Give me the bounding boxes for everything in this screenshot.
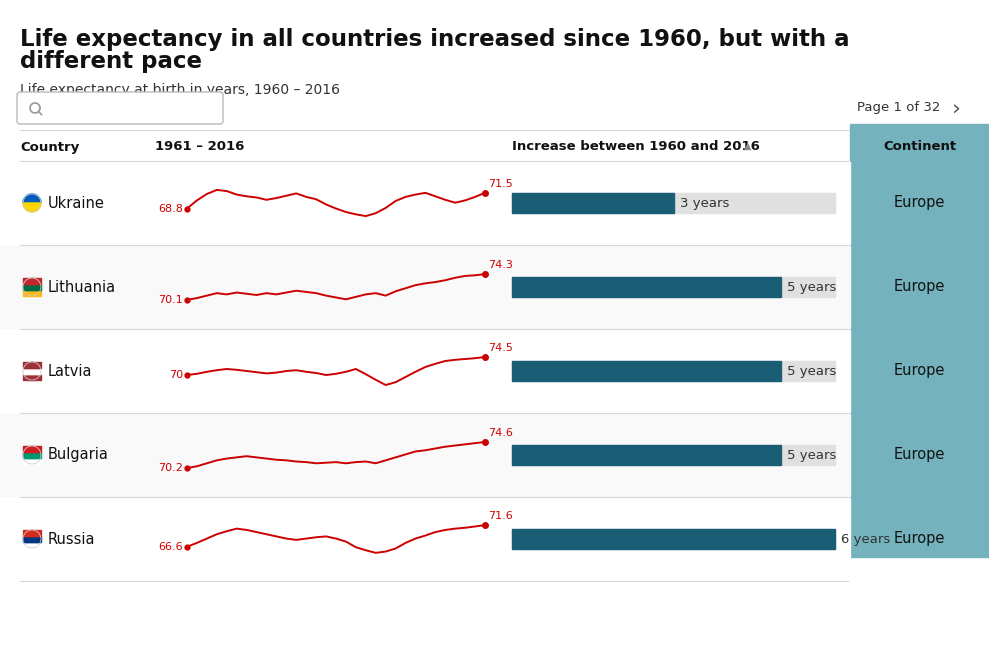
Bar [512,361,835,381]
Text: 74.5: 74.5 [488,343,513,353]
Text: Lithuania: Lithuania [48,279,116,294]
Text: 1961 – 2016: 1961 – 2016 [155,141,244,154]
Bar [512,445,835,465]
Text: Page 1 of 32: Page 1 of 32 [856,102,940,115]
Bar [850,124,989,557]
Text: 5 years: 5 years [787,365,837,378]
Text: Europe: Europe [894,279,945,294]
Bar [512,193,835,213]
Text: Life expectancy at birth in years, 1960 – 2016: Life expectancy at birth in years, 1960 … [20,83,340,97]
Text: Search in table: Search in table [48,102,142,115]
Text: Ukraine: Ukraine [48,195,105,210]
Text: Life expectancy in all countries increased since 1960, but with a: Life expectancy in all countries increas… [20,28,850,51]
Text: Europe: Europe [894,363,945,378]
Bar [512,529,835,549]
Bar [512,193,674,213]
Text: Bulgaria: Bulgaria [48,447,109,462]
Text: 70: 70 [169,370,183,380]
Text: 70.2: 70.2 [158,463,183,473]
Text: ›: › [952,98,961,118]
Text: different pace: different pace [20,50,202,73]
Text: Europe: Europe [894,195,945,210]
Bar [512,361,781,381]
Bar [0,162,850,244]
Polygon shape [23,194,41,203]
Text: Continent: Continent [883,141,956,154]
FancyBboxPatch shape [17,92,223,124]
Text: 5 years: 5 years [787,449,837,462]
Text: 71.5: 71.5 [488,179,512,189]
Text: 74.3: 74.3 [488,260,513,270]
Text: Europe: Europe [894,447,945,462]
Bar [0,414,850,496]
Text: 6 years: 6 years [841,533,890,546]
Text: Russia: Russia [48,531,96,546]
Bar [0,498,850,580]
Text: 66.6: 66.6 [158,542,183,552]
Text: 70.1: 70.1 [158,295,183,305]
Text: Latvia: Latvia [48,363,93,378]
Bar [512,529,835,549]
Polygon shape [23,203,41,212]
Text: ▲: ▲ [744,141,752,151]
Text: Country: Country [20,141,79,154]
Bar [512,445,781,465]
Text: 74.6: 74.6 [488,428,513,438]
Bar [0,246,850,328]
Bar [512,277,835,297]
Bar [0,330,850,412]
Text: Europe: Europe [894,531,945,546]
Bar [512,277,781,297]
Text: Increase between 1960 and 2016: Increase between 1960 and 2016 [512,141,760,154]
Text: 71.6: 71.6 [488,511,512,521]
Text: 5 years: 5 years [787,281,837,294]
Text: 68.8: 68.8 [158,204,183,214]
Text: 3 years: 3 years [679,197,729,210]
